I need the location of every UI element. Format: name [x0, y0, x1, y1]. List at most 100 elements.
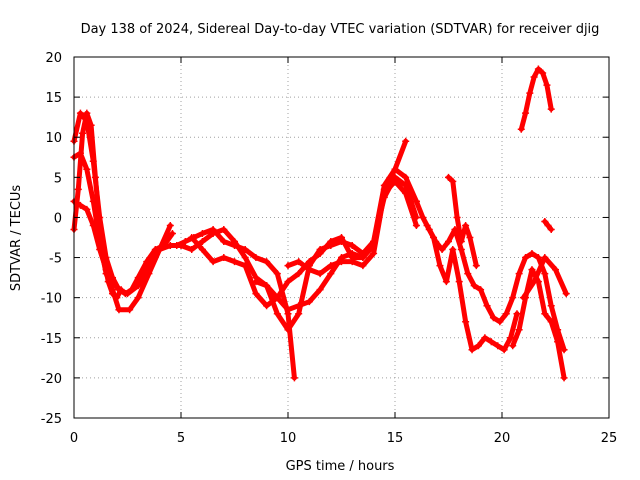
data-point — [457, 238, 465, 246]
data-point — [412, 197, 420, 205]
data-point — [76, 201, 84, 209]
data-point — [348, 250, 356, 258]
data-point — [231, 258, 238, 266]
data-point — [445, 173, 452, 181]
data-point — [419, 213, 427, 221]
data-point — [263, 258, 271, 266]
data-point — [290, 374, 298, 382]
data-point — [198, 229, 206, 237]
data-point — [96, 246, 104, 254]
data-point — [402, 189, 410, 197]
data-point — [295, 310, 303, 318]
data-point — [462, 221, 470, 229]
x-tick-label: 10 — [280, 431, 297, 446]
data-point — [359, 262, 367, 270]
data-point — [109, 278, 117, 286]
data-point — [402, 173, 410, 181]
data-point — [483, 302, 491, 310]
y-axis-label: SDTVAR / TECUs — [9, 185, 24, 292]
data-point — [359, 254, 367, 262]
data-point — [472, 262, 480, 270]
data-point — [453, 213, 461, 221]
x-tick-label: 5 — [177, 431, 185, 446]
data-point — [89, 197, 97, 205]
series-track-15 — [541, 217, 555, 233]
data-point — [348, 258, 356, 266]
data-point — [220, 254, 228, 262]
x-tick-label: 20 — [494, 431, 511, 446]
x-axis-label: GPS time / hours — [286, 459, 395, 474]
data-point — [284, 262, 292, 270]
data-point — [252, 254, 260, 262]
data-point — [241, 246, 249, 254]
data-point — [89, 221, 97, 229]
data-point — [423, 221, 431, 229]
y-tick-label: 5 — [54, 171, 62, 186]
data-point — [464, 270, 472, 278]
data-point — [543, 81, 551, 89]
data-point — [547, 105, 555, 113]
data-point — [560, 374, 568, 382]
y-tick-label: 20 — [45, 51, 62, 66]
data-point — [273, 310, 281, 318]
data-point — [526, 89, 534, 97]
data-point — [263, 282, 271, 290]
data-point — [468, 346, 476, 354]
data-point — [168, 229, 176, 237]
data-point — [115, 286, 123, 294]
data-point — [544, 221, 552, 229]
data-point — [76, 109, 84, 117]
data-point — [252, 290, 260, 298]
series-track-16 — [519, 254, 570, 302]
data-point — [509, 294, 517, 302]
data-point — [188, 234, 196, 241]
data-point — [391, 165, 399, 173]
data-point — [509, 342, 517, 350]
y-tick-label: -10 — [41, 292, 62, 307]
data-point — [477, 286, 485, 294]
data-point — [539, 69, 547, 77]
data-point — [89, 157, 97, 165]
data-point — [530, 73, 538, 81]
data-point — [522, 254, 530, 262]
data-point — [541, 310, 549, 318]
data-point — [295, 302, 303, 310]
chart-title: Day 138 of 2024, Sidereal Day-to-day VTE… — [81, 22, 600, 37]
grid — [74, 57, 609, 418]
data-point — [541, 217, 549, 225]
data-point — [449, 177, 457, 185]
data-point — [462, 318, 470, 326]
plot-frame — [73, 56, 610, 419]
data-point — [547, 302, 555, 310]
series-track-4 — [70, 197, 174, 298]
data-point — [534, 254, 542, 262]
data-point — [562, 290, 570, 298]
data-point — [284, 306, 292, 314]
data-point — [391, 177, 399, 185]
data-point — [305, 266, 313, 274]
data-point — [316, 270, 324, 278]
data-point — [241, 254, 249, 262]
data-point — [338, 234, 345, 241]
data-point — [295, 258, 303, 266]
data-point — [522, 109, 530, 117]
data-point — [515, 270, 523, 278]
data-point — [554, 338, 562, 346]
data-point — [494, 342, 502, 350]
x-tick-label: 15 — [387, 431, 404, 446]
data-point — [166, 242, 174, 250]
data-point — [513, 310, 521, 318]
data-point — [83, 165, 91, 173]
data-point — [83, 117, 91, 125]
data-point — [412, 221, 420, 229]
data-point — [305, 298, 313, 306]
data-point — [220, 238, 228, 246]
data-point — [457, 246, 465, 254]
data-point — [530, 278, 538, 286]
data-point — [338, 258, 345, 266]
data-point — [547, 225, 555, 233]
data-point — [455, 278, 463, 286]
data-point — [273, 270, 281, 278]
data-point — [231, 238, 238, 246]
